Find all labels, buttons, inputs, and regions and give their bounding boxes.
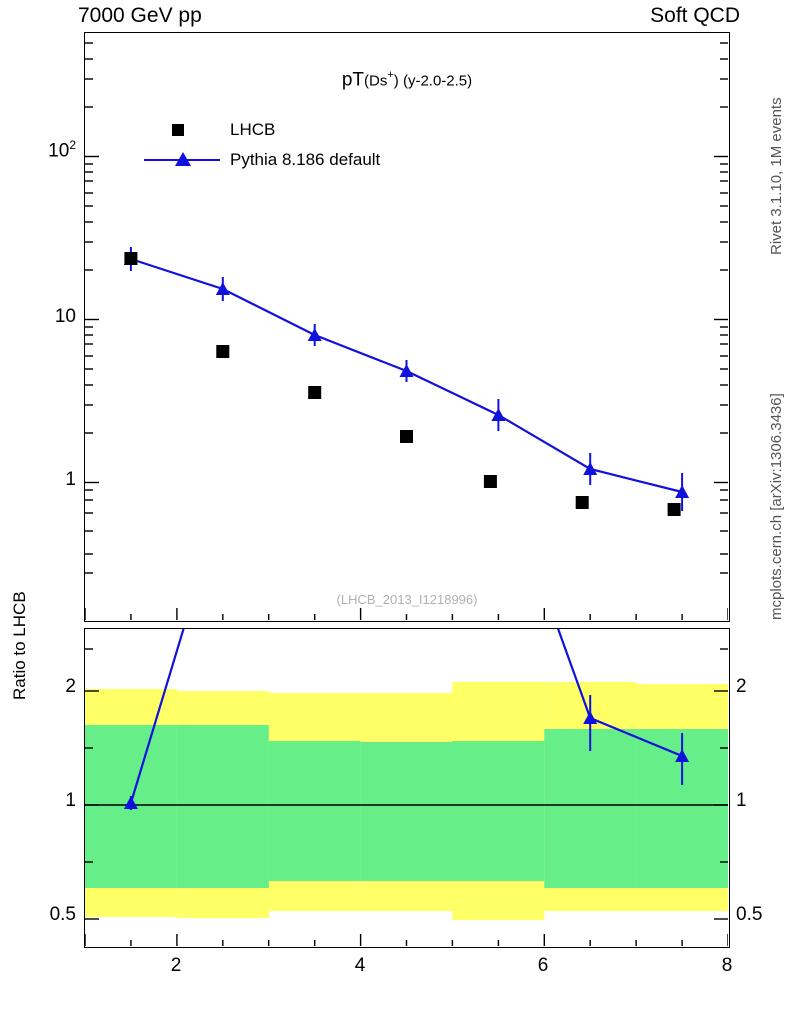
pythia-markers xyxy=(123,252,690,498)
plot-watermark: (LHCB_2013_I1218996) xyxy=(336,592,478,607)
rivet-version-label: Rivet 3.1.10, 1M events xyxy=(768,97,785,255)
mcplots-arxiv-label: mcplots.cern.ch [arXiv:1306.3436] xyxy=(768,393,785,620)
plot-title-pre: pT xyxy=(341,69,365,91)
legend-entry-pythia: Pythia 8.186 default xyxy=(140,145,380,175)
ratio-ytick-1-left: 1 xyxy=(65,790,76,811)
legend: LHCB Pythia 8.186 default xyxy=(140,115,380,175)
main-x-ticks xyxy=(85,608,728,620)
main-ytick-100: 102 xyxy=(48,138,76,162)
xtick-8: 8 xyxy=(721,955,733,976)
inner-uncertainty-band xyxy=(85,725,728,888)
xtick-6: 6 xyxy=(537,955,549,976)
header-right-label: Soft QCD xyxy=(650,4,740,27)
main-plot-canvas xyxy=(85,42,728,620)
ratio-ytick-05-left: 0.5 xyxy=(49,904,76,925)
ratio-markers xyxy=(123,711,690,809)
ratio-x-ticks xyxy=(85,934,728,946)
legend-marker-line-triangle xyxy=(140,149,226,171)
lhcb-markers xyxy=(124,252,681,516)
main-y-ticks xyxy=(85,42,728,574)
ratio-plot-panel xyxy=(84,628,730,948)
legend-entry-lhcb: LHCB xyxy=(140,115,380,145)
chart-header: 7000 GeV pp Soft QCD xyxy=(0,4,786,32)
main-ytick-10: 10 xyxy=(54,306,76,327)
ratio-ytick-05-right: 0.5 xyxy=(736,904,763,925)
plot-title-sub-open: (Ds xyxy=(364,72,388,90)
ratio-ytick-2-right: 2 xyxy=(736,676,747,697)
ratio-ytick-1-right: 1 xyxy=(736,790,747,811)
ratio-plot-canvas xyxy=(85,629,728,946)
legend-marker-square xyxy=(140,119,226,141)
ratio-ytick-2-left: 2 xyxy=(65,676,76,697)
plot-title-sub-close: ) (y-2.0-2.5) xyxy=(393,72,473,90)
xtick-4: 4 xyxy=(354,955,366,976)
plot-title: pT(Ds+) (y-2.0-2.5) xyxy=(85,69,729,91)
ratio-axis-title: Ratio to LHCB xyxy=(10,591,29,700)
xtick-2: 2 xyxy=(170,955,182,976)
ratio-y-ticks xyxy=(85,648,728,920)
main-ytick-1: 1 xyxy=(65,469,76,490)
legend-label-lhcb: LHCB xyxy=(230,120,276,139)
plot-title-sup: + xyxy=(387,69,394,81)
legend-label-pythia: Pythia 8.186 default xyxy=(230,150,381,169)
main-plot-panel: pT(Ds+) (y-2.0-2.5) LHCB Pythia 8.186 de… xyxy=(84,32,730,622)
header-left-label: 7000 GeV pp xyxy=(78,4,202,27)
